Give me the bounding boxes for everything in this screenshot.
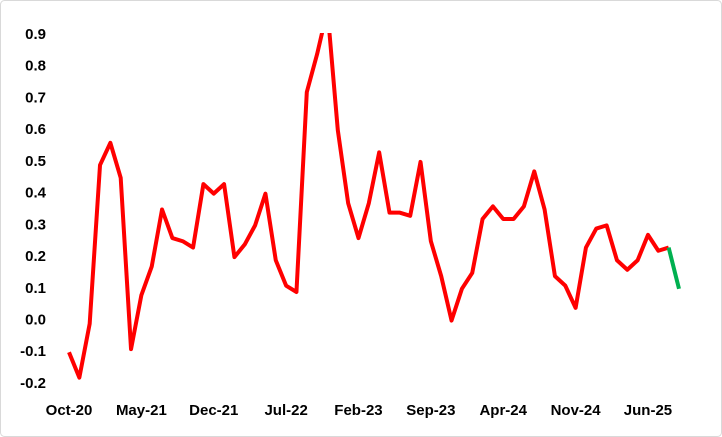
y-tick-label: 0.9 (25, 26, 46, 43)
y-tick-label: 0.3 (25, 216, 46, 233)
line-series (67, 33, 670, 380)
y-tick-label: 0.0 (25, 312, 46, 329)
x-tick-label: Oct-20 (46, 402, 93, 419)
x-tick-label: Jun-25 (624, 402, 672, 419)
y-tick-label: -0.2 (20, 375, 46, 392)
x-tick-label: May-21 (116, 402, 167, 419)
y-tick-label: 0.8 (25, 58, 46, 75)
y-tick-label: 0.1 (25, 280, 46, 297)
x-tick-label: Feb-23 (334, 402, 382, 419)
x-tick-label: Sep-23 (406, 402, 455, 419)
y-tick-label: 0.7 (25, 89, 46, 106)
y-tick-label: -0.1 (20, 343, 46, 360)
x-tick-label: Jul-22 (264, 402, 307, 419)
x-tick-label: Nov-24 (551, 402, 602, 419)
y-tick-label: 0.2 (25, 248, 46, 265)
y-tick-label: 0.6 (25, 121, 46, 138)
y-tick-label: 0.5 (25, 153, 46, 170)
y-tick-label: 0.4 (25, 185, 47, 202)
x-tick-label: Apr-24 (479, 402, 527, 419)
x-tick-label: Dec-21 (189, 402, 238, 419)
line-last-segment (666, 247, 681, 290)
